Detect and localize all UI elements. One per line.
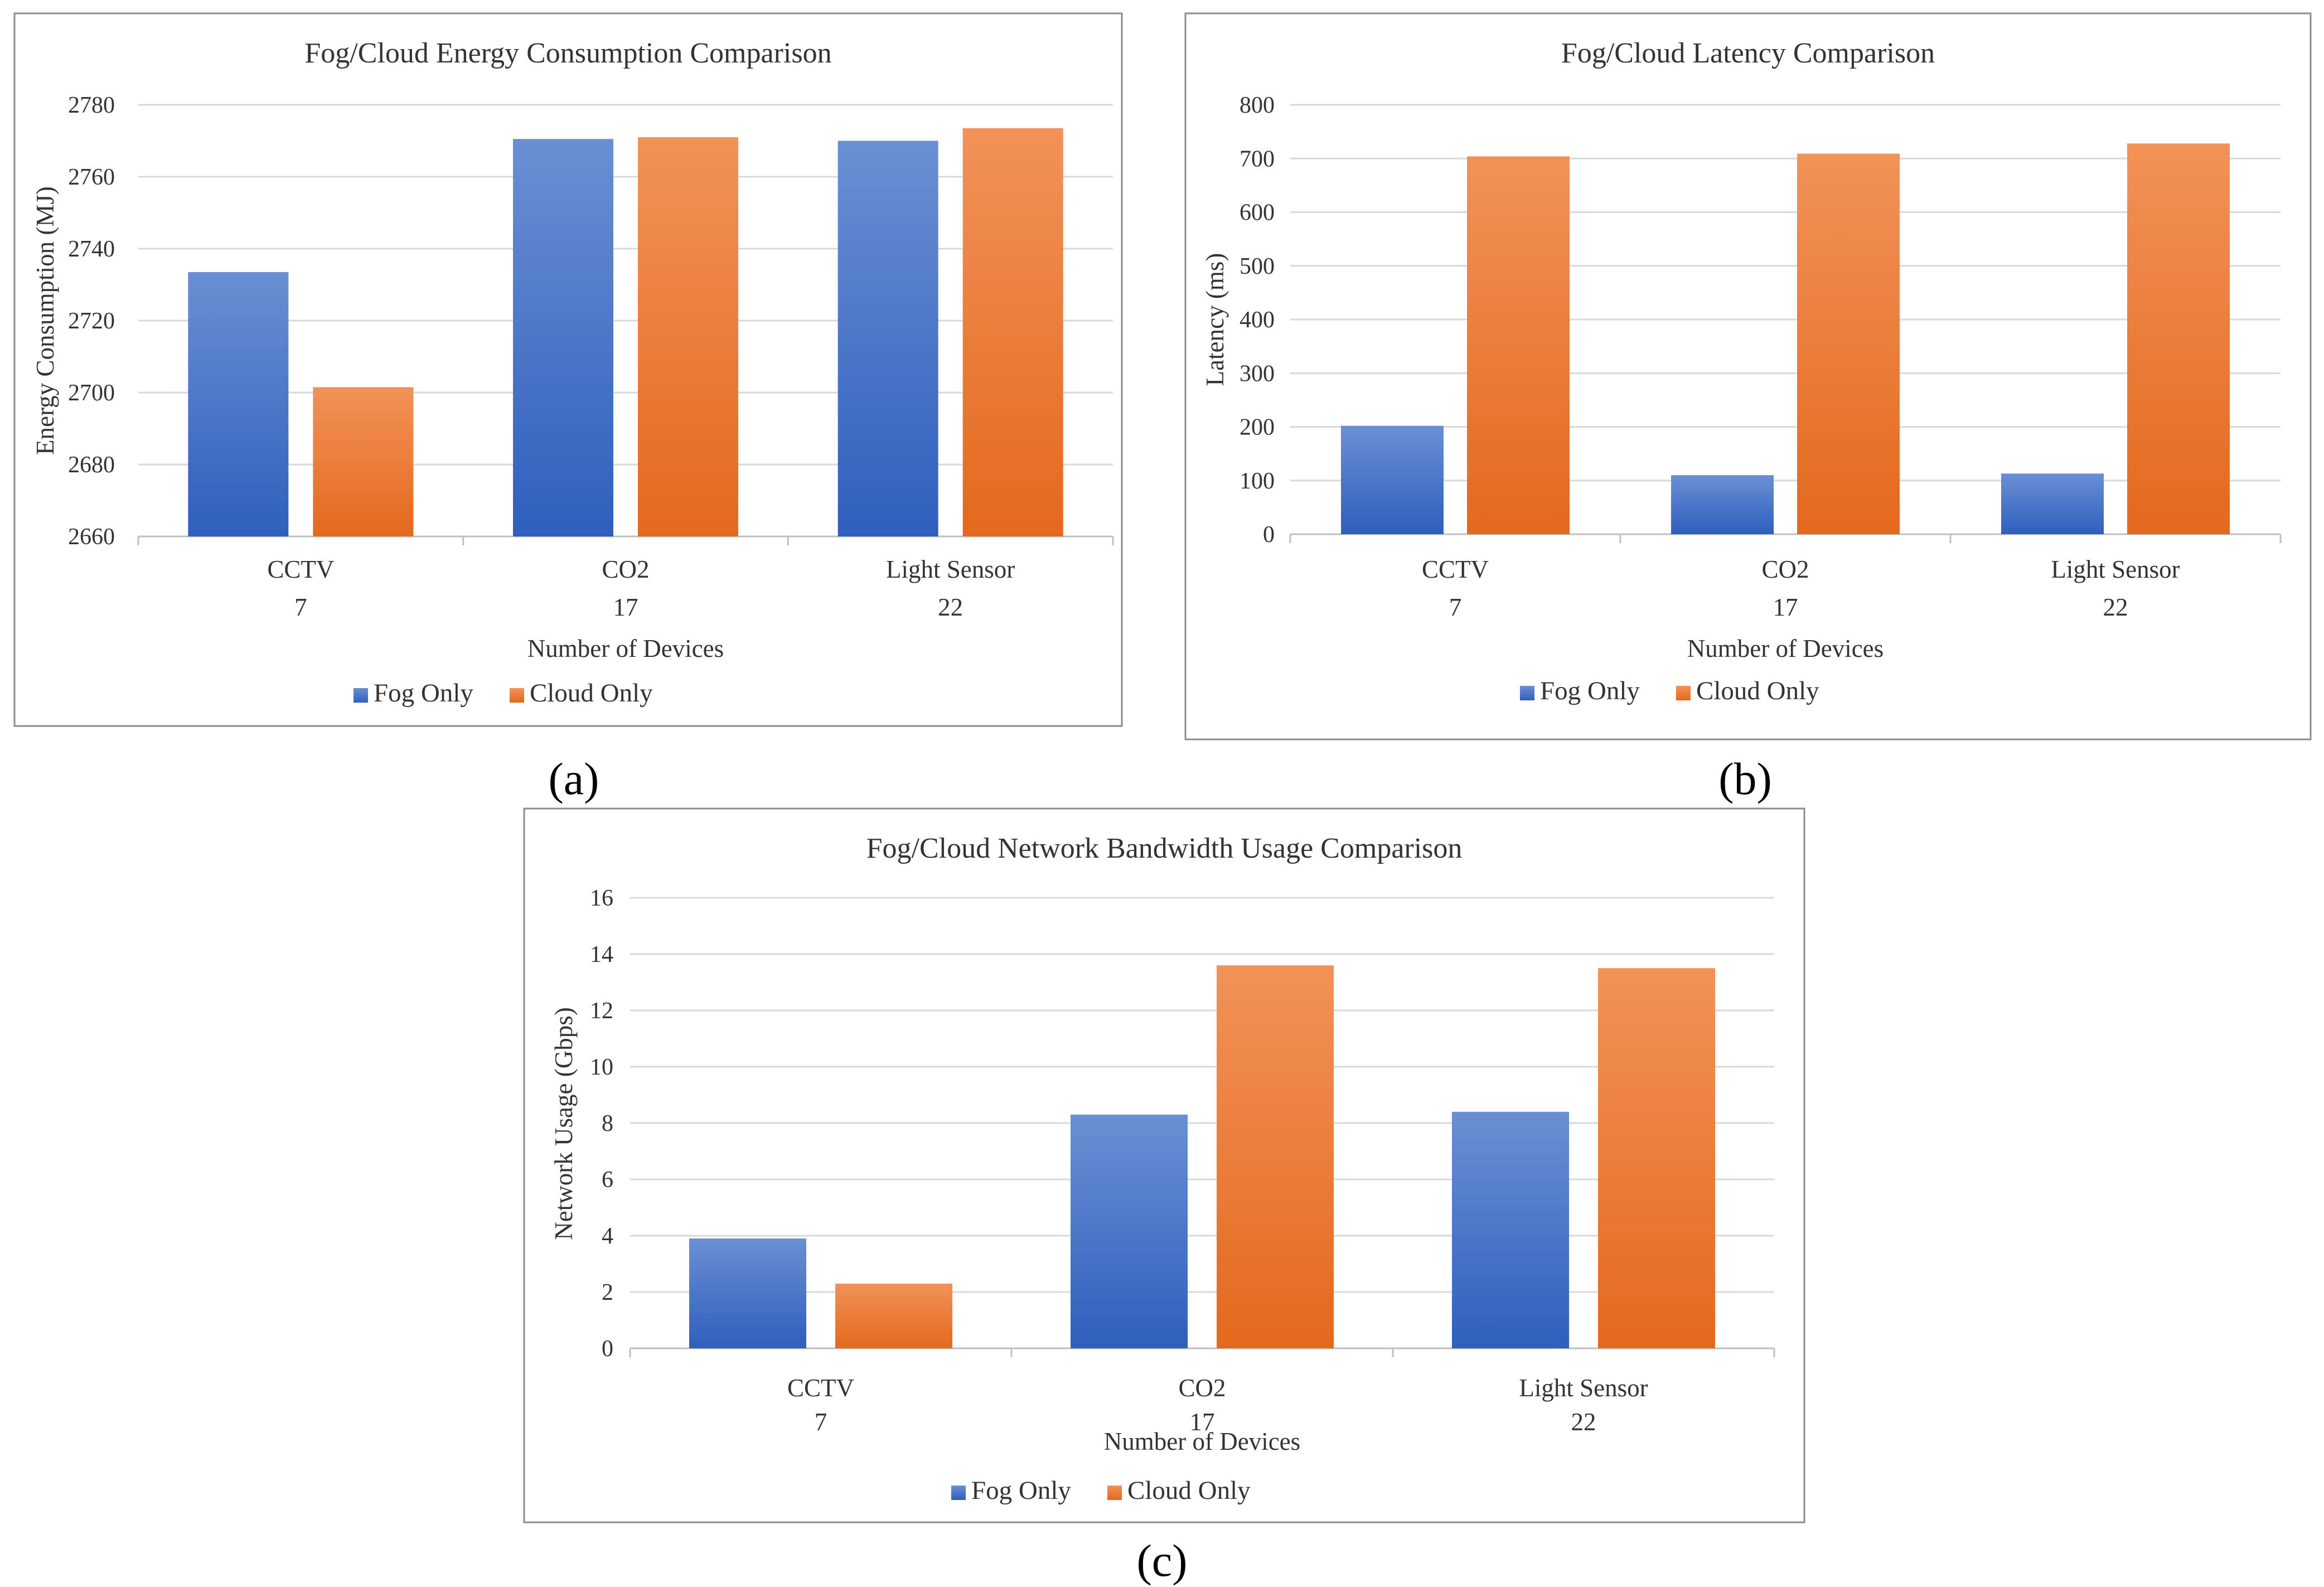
y-tick-label: 2780 <box>68 93 115 118</box>
y-axis-title: Network Usage (Gbps) <box>550 1007 578 1240</box>
bar-fog-co2 <box>1671 475 1774 534</box>
y-tick-label: 400 <box>1240 307 1275 333</box>
x-category-label: CCTV <box>267 555 334 583</box>
panel-label: (b) <box>1718 753 1772 804</box>
bar-fog-cctv <box>1341 425 1444 534</box>
y-tick-label: 200 <box>1240 415 1275 441</box>
bar-fog-co2 <box>513 139 613 536</box>
chart-title: Fog/Cloud Energy Consumption Comparison <box>304 37 831 69</box>
y-tick-label: 10 <box>590 1054 613 1080</box>
x-category-label: CO2 <box>1178 1374 1226 1402</box>
y-tick-label: 2720 <box>68 308 115 334</box>
x-category-count: 22 <box>2103 593 2128 621</box>
y-tick-label: 300 <box>1240 361 1275 386</box>
legend-swatch-fog <box>951 1486 966 1500</box>
legend-swatch-cloud <box>1676 686 1691 700</box>
bar-fog-co2 <box>1071 1114 1188 1348</box>
y-tick-label: 2760 <box>68 164 115 190</box>
y-tick-label: 2680 <box>68 452 115 478</box>
y-tick-label: 2660 <box>68 524 115 550</box>
x-category-label: Light Sensor <box>2051 555 2180 583</box>
chart-c: Fog/Cloud Network Bandwidth Usage Compar… <box>523 807 1805 1523</box>
bar-cloud-cctv <box>313 387 414 536</box>
y-tick-label: 500 <box>1240 254 1275 279</box>
y-tick-label: 12 <box>590 998 613 1024</box>
y-tick-label: 0 <box>1263 522 1275 548</box>
legend-label-cloud: Cloud Only <box>1696 676 1819 705</box>
bar-cloud-light-sensor <box>2127 143 2230 534</box>
y-tick-label: 100 <box>1240 468 1275 494</box>
legend-label-fog: Fog Only <box>1540 676 1640 705</box>
x-axis-title: Number of Devices <box>1687 635 1884 662</box>
x-category-label: CO2 <box>602 555 649 583</box>
chart-b: Fog/Cloud Latency Comparison 0 100 200 300 40… <box>1184 12 2312 741</box>
x-category-label: CCTV <box>787 1374 854 1402</box>
chart-title: Fog/Cloud Latency Comparison <box>1561 37 1935 69</box>
bar-cloud-light-sensor <box>962 128 1063 537</box>
legend-label-cloud: Cloud Only <box>530 679 653 708</box>
x-category-count: 22 <box>938 593 963 621</box>
legend: Fog Only Cloud Only <box>1520 676 1819 705</box>
x-category-label: CCTV <box>1422 555 1489 583</box>
bar-cloud-co2 <box>638 137 738 537</box>
x-category-count: 7 <box>294 593 307 621</box>
x-category-count: 17 <box>613 593 638 621</box>
bar-cloud-co2 <box>1797 153 1900 534</box>
chart-frame <box>1184 12 2312 741</box>
bar-fog-light-sensor <box>837 141 938 536</box>
legend-label-fog: Fog Only <box>374 679 473 708</box>
x-category-label: Light Sensor <box>1519 1374 1648 1402</box>
x-category-count: 7 <box>1449 593 1462 621</box>
y-tick-label: 0 <box>602 1336 613 1362</box>
y-tick-label: 2 <box>602 1280 613 1305</box>
chart-a: Fog/Cloud Energy Consumption Comparison 2… <box>13 12 1123 727</box>
y-tick-label: 800 <box>1240 93 1275 118</box>
y-tick-label: 8 <box>602 1111 613 1136</box>
y-tick-label: 16 <box>590 886 613 911</box>
legend: Fog Only Cloud Only <box>951 1476 1251 1505</box>
bar-fog-light-sensor <box>1452 1111 1569 1348</box>
y-axis-title: Latency (ms) <box>1201 253 1229 386</box>
panel-label: (a) <box>548 753 599 804</box>
legend-label-fog: Fog Only <box>971 1476 1071 1505</box>
legend: Fog Only Cloud Only <box>354 679 653 708</box>
legend-swatch-cloud <box>1107 1486 1122 1500</box>
x-category-count: 17 <box>1773 593 1798 621</box>
bar-cloud-cctv <box>1467 156 1570 534</box>
bar-cloud-cctv <box>835 1283 952 1348</box>
bar-fog-cctv <box>689 1238 806 1348</box>
y-tick-label: 2740 <box>68 236 115 262</box>
legend-label-cloud: Cloud Only <box>1127 1476 1251 1505</box>
x-axis-title: Number of Devices <box>1104 1428 1300 1455</box>
y-tick-label: 700 <box>1240 146 1275 172</box>
legend-swatch-fog <box>354 688 368 703</box>
bar-cloud-light-sensor <box>1598 968 1715 1348</box>
legend-swatch-cloud <box>510 688 524 703</box>
y-tick-label: 600 <box>1240 200 1275 226</box>
x-category-label: Light Sensor <box>886 555 1015 583</box>
y-tick-label: 6 <box>602 1167 613 1193</box>
panel-label: (c) <box>1136 1535 1187 1586</box>
y-tick-label: 14 <box>590 942 613 967</box>
x-category-count: 22 <box>1571 1408 1596 1436</box>
x-category-count: 17 <box>1190 1408 1215 1436</box>
x-axis-title: Number of Devices <box>527 635 724 662</box>
bar-cloud-co2 <box>1217 965 1334 1348</box>
x-category-label: CO2 <box>1761 555 1809 583</box>
x-category-count: 7 <box>815 1408 827 1436</box>
bar-fog-cctv <box>188 272 289 536</box>
legend-swatch-fog <box>1520 686 1534 700</box>
y-tick-label: 4 <box>602 1223 613 1249</box>
y-tick-label: 2700 <box>68 380 115 406</box>
bar-fog-light-sensor <box>2001 473 2104 534</box>
chart-title: Fog/Cloud Network Bandwidth Usage Compar… <box>866 833 1463 864</box>
y-axis-title: Energy Consumption (MJ) <box>31 186 59 455</box>
